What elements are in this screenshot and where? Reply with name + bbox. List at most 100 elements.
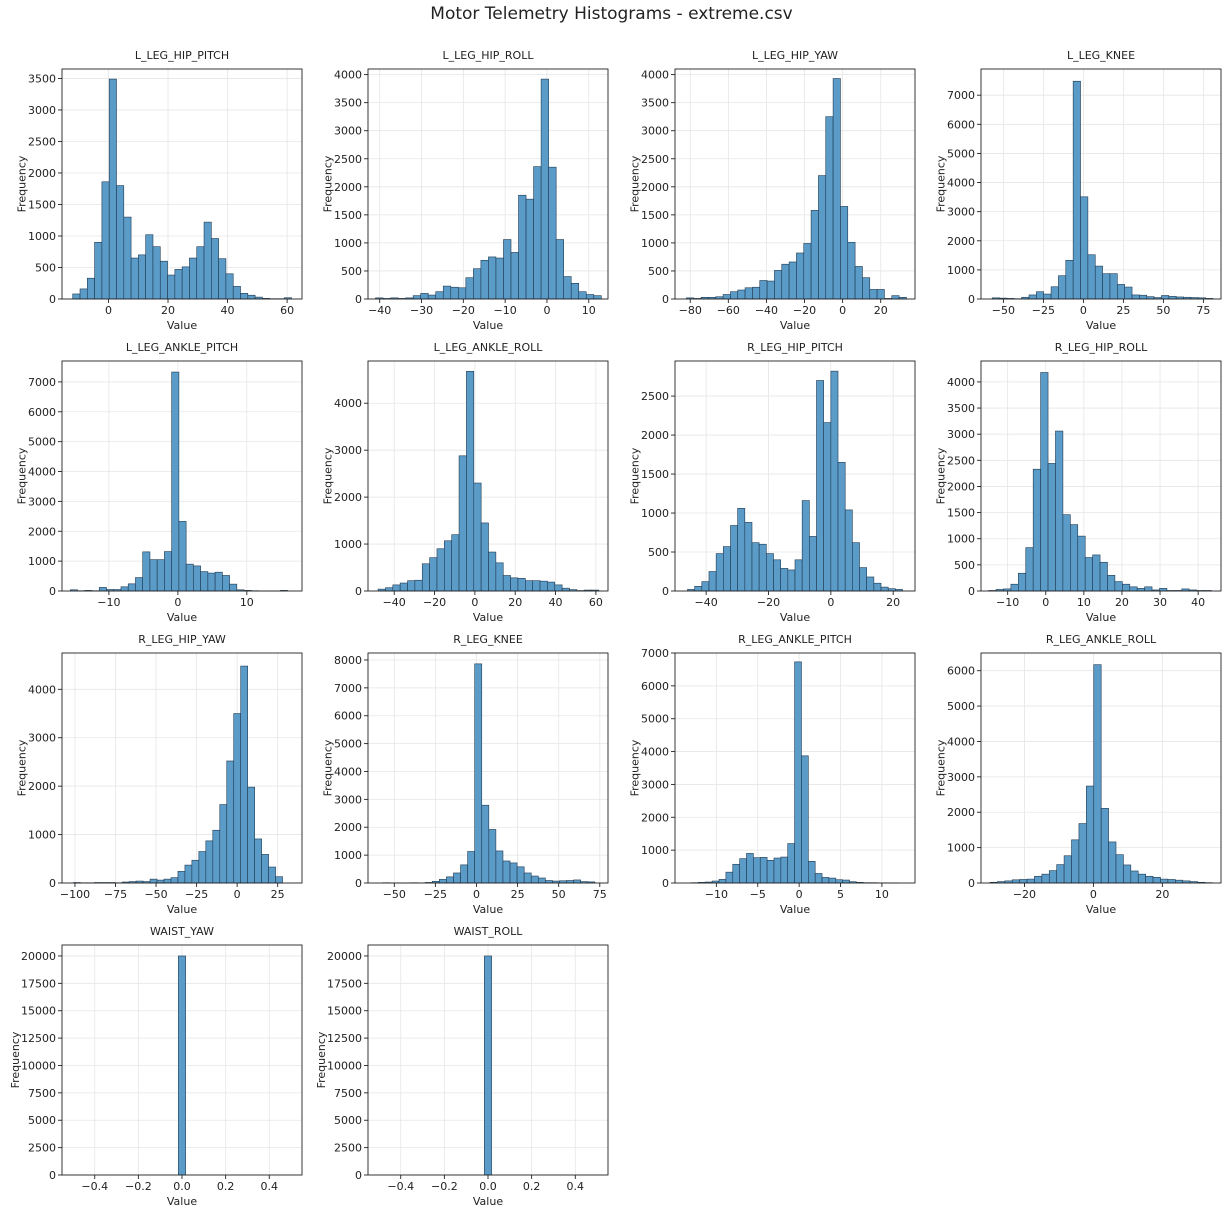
- histogram-bar: [247, 786, 255, 884]
- panel-title: WAIST_ROLL: [454, 925, 524, 938]
- histogram-bar: [816, 380, 824, 592]
- x-tick-label: −5: [750, 888, 766, 901]
- histogram-bar: [1047, 463, 1056, 592]
- histogram-bar: [1137, 873, 1146, 884]
- histogram-bar: [385, 587, 394, 592]
- histogram-bar: [523, 872, 532, 884]
- x-tick-label: 20: [886, 596, 900, 609]
- x-tick-label: 0: [473, 888, 480, 901]
- y-tick-label: 1000: [641, 844, 669, 857]
- x-tick-label: 75: [593, 888, 607, 901]
- histogram-bar: [247, 294, 256, 300]
- y-tick-label: 3500: [28, 72, 56, 85]
- x-tick-label: 0.0: [479, 1180, 497, 1193]
- x-tick-label: −40: [695, 596, 718, 609]
- histogram-bar: [149, 559, 158, 592]
- histogram-bar: [218, 258, 227, 300]
- histogram-bar: [226, 760, 235, 884]
- x-tick-label: −20: [423, 596, 446, 609]
- histogram-bar: [525, 580, 533, 592]
- histogram-bar: [152, 246, 161, 300]
- histogram-bar: [746, 853, 754, 884]
- y-tick-label: 0: [355, 585, 362, 598]
- y-tick-label: 1500: [641, 209, 669, 222]
- histogram-bar: [451, 534, 460, 592]
- histogram-bar: [730, 291, 739, 300]
- y-tick-label: 0: [662, 293, 669, 306]
- x-tick-label: 50: [552, 888, 566, 901]
- panel-title: L_LEG_KNEE: [1067, 49, 1135, 62]
- histogram-bar: [880, 586, 889, 592]
- histogram-bar: [758, 543, 767, 592]
- histogram-bar: [718, 879, 727, 884]
- histogram-bar: [1043, 293, 1052, 300]
- x-tick-label: 0.2: [217, 1180, 235, 1193]
- x-tick-label: 25: [1116, 304, 1130, 317]
- histogram-bar: [873, 582, 882, 592]
- histogram-bar: [810, 210, 819, 300]
- histogram-bar: [866, 576, 875, 592]
- x-tick-label: 40: [1191, 596, 1205, 609]
- x-tick-label: −20: [452, 304, 475, 317]
- y-tick-label: 1000: [334, 237, 362, 250]
- histogram-bar: [420, 293, 429, 300]
- histogram-bar: [869, 289, 878, 300]
- histogram-bar: [1145, 875, 1154, 884]
- x-tick-label: −60: [717, 304, 740, 317]
- histogram-bar: [823, 422, 832, 592]
- x-axis-label: Value: [473, 611, 503, 624]
- panel-title: R_LEG_HIP_ROLL: [1055, 341, 1148, 354]
- y-tick-label: 8000: [334, 654, 362, 667]
- histogram-bar: [1124, 286, 1133, 300]
- x-axis-label: Value: [780, 903, 810, 916]
- histogram-bar: [116, 185, 125, 300]
- histogram-bar: [407, 580, 416, 592]
- histogram-panel: −20 0 20 0 1000 2000 3000 4000 5000 6000 R_LEG_ANK…: [935, 633, 1222, 916]
- histogram-bar: [458, 287, 467, 300]
- histogram-bar: [876, 289, 885, 300]
- y-axis-label: Frequency: [629, 155, 642, 212]
- y-tick-label: 1000: [641, 507, 669, 520]
- histogram-bar: [830, 370, 839, 592]
- y-tick-label: 0: [49, 877, 56, 890]
- histogram-bar: [517, 578, 526, 592]
- histogram-bar: [1115, 854, 1124, 884]
- y-tick-label: 3500: [641, 97, 669, 110]
- histogram-bar: [844, 509, 853, 592]
- y-tick-label: 2500: [28, 1142, 56, 1155]
- histogram-bar: [495, 562, 504, 592]
- y-tick-label: 1000: [947, 264, 975, 277]
- y-tick-label: 15000: [327, 1005, 362, 1018]
- x-axis-label: Value: [167, 1195, 197, 1208]
- axes-frame: [61, 652, 303, 884]
- x-tick-label: 0: [1080, 304, 1087, 317]
- x-tick-label: 50: [1156, 304, 1170, 317]
- histogram-bar: [530, 875, 539, 884]
- histogram-bar: [801, 755, 809, 884]
- y-tick-label: 5000: [334, 1114, 362, 1127]
- histogram-bar: [427, 294, 437, 300]
- histogram-bar: [275, 876, 283, 884]
- y-tick-label: 2000: [334, 821, 362, 834]
- y-tick-label: 4000: [947, 376, 975, 389]
- histogram-bar: [435, 291, 444, 300]
- histogram-bar: [837, 462, 846, 592]
- histogram-bar: [548, 166, 557, 300]
- x-axis-label: Value: [1086, 611, 1116, 624]
- histogram-bar: [533, 166, 542, 300]
- y-tick-label: 1000: [28, 555, 56, 568]
- histogram-bar: [1123, 864, 1132, 884]
- x-tick-label: −0.2: [431, 1180, 458, 1193]
- axes-frame: [980, 652, 1222, 884]
- histogram-bar: [458, 455, 467, 592]
- histogram-bar: [694, 586, 703, 592]
- x-tick-label: 75: [1196, 304, 1210, 317]
- y-tick-label: 2000: [947, 806, 975, 819]
- histogram-bar: [1077, 535, 1086, 592]
- histogram-bar: [809, 536, 817, 592]
- histogram-bar: [891, 295, 900, 300]
- histogram-bar: [510, 577, 519, 592]
- panel-title: L_LEG_HIP_PITCH: [135, 49, 229, 62]
- y-tick-label: 4000: [641, 746, 669, 759]
- histogram-bar: [101, 181, 110, 300]
